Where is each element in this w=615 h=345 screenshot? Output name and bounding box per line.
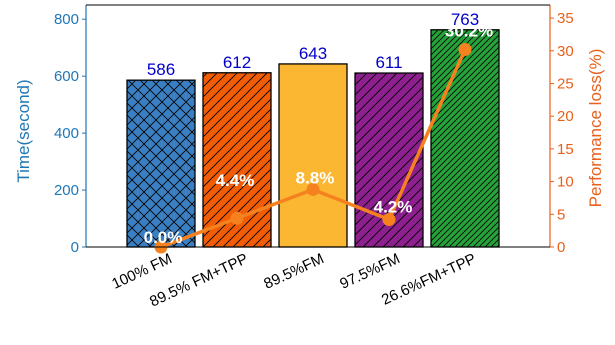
labels-group: 586 612 643 611 763 0.0% 4.4% 8.8% 4.2% 30.2% — [144, 10, 493, 247]
right-tick-label-6: 30 — [557, 43, 574, 60]
performance-line-group — [154, 42, 472, 254]
right-tick-label-7: 35 — [557, 10, 574, 27]
performance-value-label-1: 4.4% — [216, 171, 255, 190]
x-tick-label-2: 89.5%FM — [261, 250, 326, 293]
performance-marker-3 — [382, 213, 396, 227]
performance-marker-1 — [230, 211, 244, 225]
right-tick-label-5: 25 — [557, 75, 574, 92]
performance-value-label-2: 8.8% — [296, 168, 335, 187]
performance-value-label-0: 0.0% — [144, 228, 183, 247]
performance-marker-2 — [306, 182, 320, 196]
left-tick-label-4: 800 — [54, 11, 79, 28]
bar-value-label-0: 586 — [147, 60, 175, 79]
bar-hatch-4 — [431, 29, 499, 248]
y-axis-left-label: Time(second) — [14, 79, 33, 182]
left-tick-label-3: 600 — [54, 68, 79, 85]
right-tick-label-0: 0 — [557, 239, 565, 256]
performance-value-label-3: 4.2% — [374, 198, 413, 217]
bars-group — [126, 29, 500, 248]
right-tick-label-3: 15 — [557, 141, 574, 158]
left-tick-label-0: 0 — [71, 239, 79, 256]
left-tick-label-2: 400 — [54, 125, 79, 142]
left-tick-label-1: 200 — [54, 182, 79, 199]
bar-value-label-2: 643 — [299, 44, 327, 63]
bar-value-label-3: 611 — [375, 53, 402, 72]
y-axis-right-label: Performance loss(%) — [586, 49, 605, 208]
bar-2 — [279, 63, 347, 248]
bar-value-label-4: 763 — [451, 10, 479, 29]
right-tick-label-1: 5 — [557, 206, 565, 223]
performance-marker-4 — [458, 42, 472, 56]
bar-hatch-0 — [127, 80, 195, 247]
right-tick-label-2: 10 — [557, 174, 574, 191]
bar-value-label-1: 612 — [223, 53, 251, 72]
right-tick-label-4: 20 — [557, 108, 574, 125]
performance-value-label-4: 30.2% — [445, 21, 493, 40]
